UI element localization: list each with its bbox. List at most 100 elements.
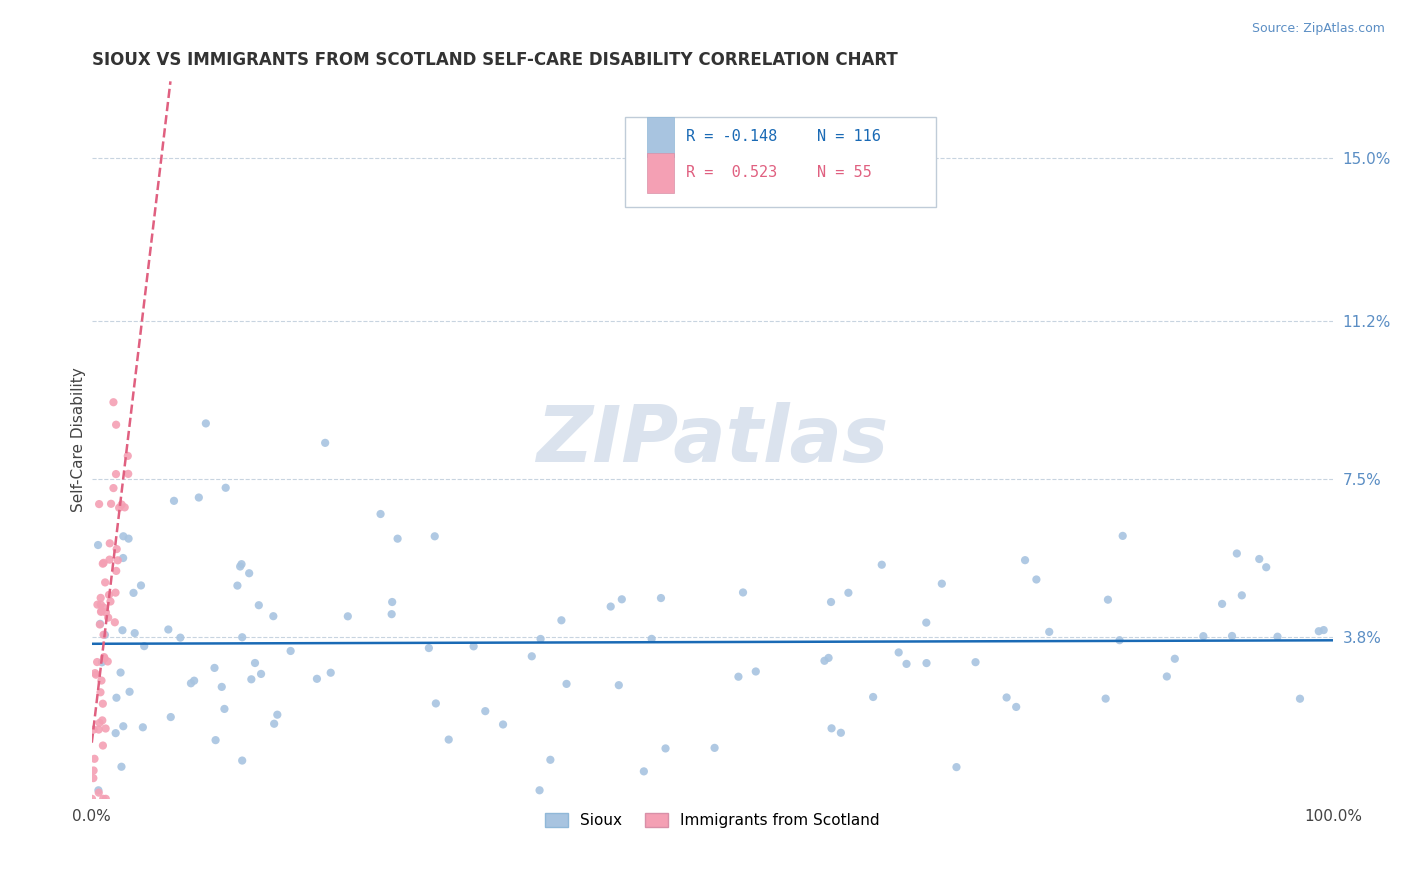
Point [423, 529, 446, 543]
Point [1025, 573, 1047, 587]
Point [229, 559, 252, 574]
Point [104, 467, 127, 481]
Point [474, 704, 496, 718]
Point [157, 623, 180, 637]
Point [870, 558, 893, 572]
Point [211, 680, 233, 694]
Point [813, 654, 835, 668]
Text: R = -0.148: R = -0.148 [686, 129, 778, 145]
Point [266, 707, 288, 722]
Point [111, 498, 134, 512]
Point [104, 585, 127, 599]
Point [1308, 624, 1330, 639]
Point [122, 586, 145, 600]
Point [91, 792, 114, 806]
Point [820, 722, 842, 736]
Point [112, 719, 135, 733]
Point [94, 575, 117, 590]
Point [931, 576, 953, 591]
Point [97, 610, 120, 624]
Point [80, 792, 103, 806]
Point [91, 697, 114, 711]
Point [98, 588, 121, 602]
Point [1230, 588, 1253, 602]
Point [1220, 629, 1243, 643]
Point [727, 670, 749, 684]
Point [1226, 547, 1249, 561]
Point [84, 667, 107, 681]
Point [180, 676, 202, 690]
Point [84, 666, 107, 681]
Point [112, 551, 135, 566]
Point [243, 656, 266, 670]
Point [745, 665, 768, 679]
Point [89, 617, 111, 632]
Point [204, 661, 226, 675]
Legend: Sioux, Immigrants from Scotland: Sioux, Immigrants from Scotland [538, 807, 886, 834]
Point [87, 538, 110, 552]
Point [89, 616, 111, 631]
Point [94, 628, 117, 642]
Point [381, 607, 404, 622]
Point [1094, 691, 1116, 706]
Point [418, 641, 440, 656]
Point [104, 615, 127, 630]
Point [336, 609, 359, 624]
Point [250, 667, 273, 681]
Point [654, 741, 676, 756]
Point [1164, 652, 1187, 666]
Point [915, 615, 938, 630]
Point [731, 585, 754, 599]
Point [703, 740, 725, 755]
Point [91, 714, 114, 728]
Point [610, 592, 633, 607]
Point [82, 771, 104, 785]
Y-axis label: Self-Care Disability: Self-Care Disability [72, 368, 86, 513]
Point [83, 752, 105, 766]
Point [87, 783, 110, 797]
Point [214, 702, 236, 716]
Point [129, 578, 152, 592]
Point [90, 604, 112, 618]
Point [163, 493, 186, 508]
Point [1156, 669, 1178, 683]
Point [194, 417, 217, 431]
Point [1192, 629, 1215, 643]
Point [118, 685, 141, 699]
Point [87, 786, 110, 800]
Point [633, 764, 655, 779]
Point [247, 598, 270, 612]
Point [1267, 630, 1289, 644]
Point [117, 532, 139, 546]
Text: R =  0.523: R = 0.523 [686, 165, 778, 180]
Point [555, 677, 578, 691]
Point [817, 651, 839, 665]
Point [90, 673, 112, 688]
Point [231, 630, 253, 644]
Point [103, 481, 125, 495]
Point [862, 690, 884, 704]
Point [1289, 691, 1312, 706]
Point [91, 557, 114, 571]
Point [83, 723, 105, 737]
Point [87, 723, 110, 737]
Point [650, 591, 672, 605]
Point [305, 672, 328, 686]
Point [529, 783, 551, 797]
Point [231, 754, 253, 768]
Point [91, 655, 114, 669]
Point [108, 500, 131, 515]
Point [381, 595, 404, 609]
Point [83, 764, 105, 778]
Point [111, 624, 134, 638]
Point [1038, 624, 1060, 639]
Point [231, 557, 253, 571]
Point [965, 655, 987, 669]
Point [100, 497, 122, 511]
Point [93, 650, 115, 665]
Point [91, 739, 114, 753]
Point [105, 417, 128, 432]
Point [437, 732, 460, 747]
Point [124, 626, 146, 640]
Point [887, 645, 910, 659]
